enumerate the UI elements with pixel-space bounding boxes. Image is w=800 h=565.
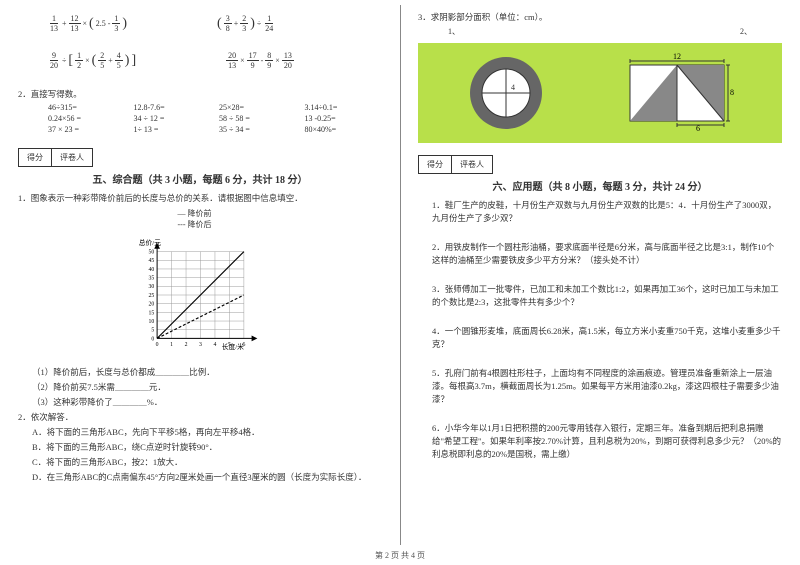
chart-area: — 降价前 --- 降价后 总价/元 05101520253035404550 …: [18, 208, 382, 362]
svg-text:2: 2: [184, 342, 187, 348]
problem-6: 6．小华今年以1月1日把积攒的200元零用钱存入银行，定期三年。准备到期后把利息…: [432, 422, 782, 461]
svg-text:0: 0: [151, 336, 154, 342]
score-label: 得分: [419, 156, 452, 173]
svg-text:5: 5: [151, 328, 154, 334]
score-box: 得分 评卷人: [18, 148, 93, 167]
svg-text:10: 10: [148, 319, 154, 325]
math-row-1: 113+1213×(2.5 - 13) (38 + 23) ÷ 124: [48, 14, 382, 33]
svg-text:30: 30: [148, 284, 154, 290]
s5-sub1: （1）降价前后，长度与总价都成＿＿＿＿比例．: [32, 366, 382, 378]
grader-label: 评卷人: [452, 156, 492, 173]
s5-sub3: （3）这种彩带降价了＿＿＿＿%．: [32, 396, 382, 408]
score-label: 得分: [19, 149, 52, 166]
fig-label-2: 2、: [740, 26, 752, 37]
expression-2: (38 + 23) ÷ 124: [217, 14, 275, 33]
calc-cell: 46÷315=: [48, 103, 126, 112]
right-column: 3．求阴影部分面积（单位：cm）。 1、 2、 4 12: [400, 0, 800, 565]
problem-5: 5．孔府门前有4根圆柱形柱子，上面均有不同程度的涂画痕迹。管理员准备重新涂上一层…: [432, 367, 782, 406]
svg-text:0: 0: [155, 342, 158, 348]
page: 113+1213×(2.5 - 13) (38 + 23) ÷ 124 920 …: [0, 0, 800, 565]
legend: — 降价前 --- 降价后: [178, 208, 268, 230]
s5-q2a: A．将下面的三角形ABC，先向下平移5格，再向左平移4格．: [32, 426, 382, 438]
calc-cell: 37 × 23 =: [48, 125, 126, 134]
problem-4: 4．一个圆锥形麦堆，底面周长6.28米，高1.5米，每立方米小麦重750千克，这…: [432, 325, 782, 351]
svg-text:50: 50: [148, 250, 154, 256]
legend-after: --- 降价后: [178, 220, 212, 229]
calc-cell: 13 -0.25=: [305, 114, 383, 123]
s5-q2: 2．依次解答．: [18, 411, 382, 423]
svg-text:40: 40: [148, 267, 154, 273]
problem-2: 2．用铁皮制作一个圆柱形油桶，要求底面半径是6分米，高与底面半径之比是3:1，制…: [432, 241, 782, 267]
expression-4: 2013×179 - 89×1320: [226, 51, 294, 70]
svg-text:20: 20: [148, 302, 154, 308]
svg-text:45: 45: [148, 258, 154, 264]
section6-title: 六、应用题（共 8 小题，每题 3 分，共计 24 分）: [418, 178, 782, 193]
svg-text:35: 35: [148, 276, 154, 282]
s5-sub2: （2）降价前买7.5米需＿＿＿＿元．: [32, 381, 382, 393]
svg-text:长度/米: 长度/米: [221, 342, 243, 351]
calc-cell: 1÷ 13 =: [134, 125, 212, 134]
grader-label: 评卷人: [52, 149, 92, 166]
math-row-2: 920 ÷ [12×(25+45)] 2013×179 - 89×1320: [48, 51, 382, 70]
calc-cell: 25×28=: [219, 103, 297, 112]
ring-figure: 4: [461, 53, 551, 133]
svg-text:1: 1: [170, 342, 173, 348]
calc-cell: 0.24×56 =: [48, 114, 126, 123]
expression-1: 113+1213×(2.5 - 13): [48, 14, 127, 33]
calc-grid: 46÷315= 12.8-7.6= 25×28= 3.14÷0.1= 0.24×…: [48, 103, 382, 134]
svg-text:8: 8: [730, 88, 734, 97]
s5-q1: 1．图象表示一种彩带降价前后的长度与总价的关系．请根据图中信息填空．: [18, 192, 382, 204]
trapezoid-figure: 12 8 6: [620, 53, 740, 133]
price-chart: 总价/元 05101520253035404550 0123456 长度/米: [133, 230, 268, 360]
s5-q2c: C．将下面的三角形ABC，按2：1放大．: [32, 456, 382, 468]
section5-title: 五、综合题（共 3 小题，每题 6 分，共计 18 分）: [18, 171, 382, 186]
calc-cell: 35 ÷ 34 =: [219, 125, 297, 134]
s5-q2b: B．将下面的三角形ABC，绕C点逆时针旋转90°．: [32, 441, 382, 453]
left-column: 113+1213×(2.5 - 13) (38 + 23) ÷ 124 920 …: [0, 0, 400, 565]
calc-cell: 58 ÷ 58 =: [219, 114, 297, 123]
legend-before: — 降价前: [178, 209, 212, 218]
svg-text:25: 25: [148, 293, 154, 299]
fig-label-1: 1、: [448, 26, 460, 37]
calc-cell: 12.8-7.6=: [134, 103, 212, 112]
calc-cell: 3.14÷0.1=: [305, 103, 383, 112]
svg-text:12: 12: [673, 53, 681, 61]
page-footer: 第 2 页 共 4 页: [0, 550, 800, 561]
q2-title: 2．直接写得数。: [18, 88, 382, 100]
s5-q2d: D．在三角形ABC的C点南偏东45°方向2厘米处画一个直径3厘米的圆（长度为实际…: [32, 471, 382, 483]
svg-text:15: 15: [148, 310, 154, 316]
fig-labels: 1、 2、: [418, 26, 782, 37]
problem-1: 1．鞋厂生产的皮鞋，十月份生产双数与九月份生产双数的比是5：4．十月份生产了30…: [432, 199, 782, 225]
green-figure-area: 4 12 8 6: [418, 43, 782, 143]
calc-cell: 80×40%=: [305, 125, 383, 134]
svg-text:4: 4: [511, 83, 515, 92]
expression-3: 920 ÷ [12×(25+45)]: [48, 51, 136, 70]
calc-cell: 34 ÷ 12 =: [134, 114, 212, 123]
r-q3: 3．求阴影部分面积（单位：cm）。: [418, 11, 782, 23]
svg-text:3: 3: [199, 342, 202, 348]
svg-text:4: 4: [213, 342, 216, 348]
problem-3: 3．张师傅加工一批零件，已加工和未加工个数比1:2，如果再加工36个，这时已加工…: [432, 283, 782, 309]
score-box-2: 得分 评卷人: [418, 155, 493, 174]
